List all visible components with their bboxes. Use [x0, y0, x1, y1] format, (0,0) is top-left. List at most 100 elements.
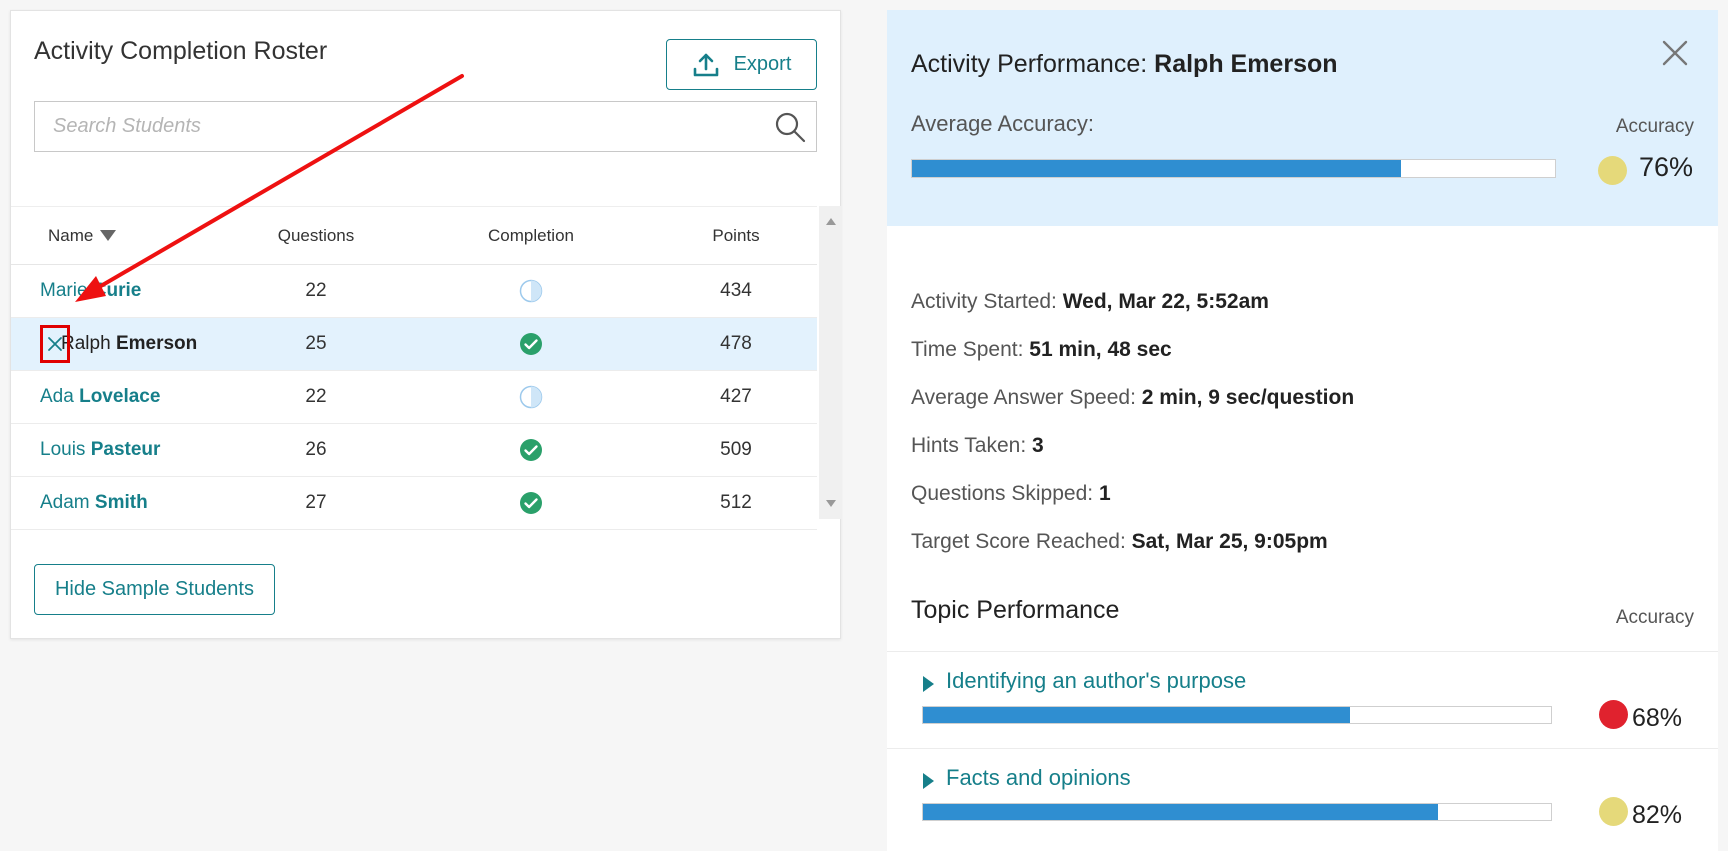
expand-triangle-icon[interactable]: [923, 773, 934, 789]
completion-column-header: Completion: [488, 225, 574, 245]
average-accuracy-bar: [911, 159, 1556, 178]
topic-accuracy-value: 82%: [1632, 801, 1683, 829]
student-first-name: Ralph: [61, 333, 111, 354]
completion-cell: [381, 438, 681, 462]
detail-label: Average Answer Speed:: [911, 386, 1142, 409]
topic-status-dot: [1599, 797, 1628, 826]
table-scrollbar[interactable]: [819, 206, 842, 519]
detail-label: Target Score Reached:: [911, 530, 1132, 553]
detail-value: 51 min, 48 sec: [1029, 338, 1172, 361]
roster-table: Name Questions Completion Points Marie C…: [11, 206, 817, 530]
average-accuracy-value: 76%: [1639, 152, 1694, 182]
detail-value: 3: [1032, 434, 1044, 457]
student-first-name: Marie: [40, 280, 88, 301]
activity-details: Activity Started: Wed, Mar 22, 5:52am Tim…: [911, 278, 1354, 566]
topic-name[interactable]: Identifying an author's purpose: [946, 668, 1247, 693]
half-circle-icon: [519, 385, 543, 409]
detail-label: Time Spent:: [911, 338, 1030, 361]
student-name[interactable]: Ralph Emerson: [11, 325, 251, 363]
topic-accuracy-bar: [922, 803, 1552, 821]
table-body: Marie Curie 22 434 Ralph Emerson 25 478 Ada Lo…: [11, 265, 817, 530]
questions-column-header: Questions: [277, 225, 355, 245]
table-row[interactable]: Adam Smith 27 512: [11, 477, 817, 530]
topic-accuracy-value: 68%: [1632, 704, 1683, 732]
accuracy-column-label: Accuracy: [1615, 116, 1694, 137]
search-box: [34, 101, 817, 152]
points-value: 509: [720, 439, 752, 460]
detail-line: Time Spent: 51 min, 48 sec: [911, 326, 1354, 374]
points-value: 478: [720, 333, 752, 354]
average-accuracy-fill: [912, 160, 1401, 177]
student-last-name: Pasteur: [90, 439, 161, 460]
check-circle-icon: [520, 333, 542, 355]
detail-line: Activity Started: Wed, Mar 22, 5:52am: [911, 278, 1354, 326]
export-button[interactable]: Export: [666, 39, 817, 90]
completion-cell: [381, 385, 681, 409]
close-icon[interactable]: [1661, 39, 1689, 67]
student-name[interactable]: Marie Curie: [11, 280, 251, 302]
table-row[interactable]: Ada Lovelace 22 427: [11, 371, 817, 424]
panel-student-name: Ralph Emerson: [1154, 50, 1338, 78]
topic-status-dot: [1599, 700, 1628, 729]
detail-value: Wed, Mar 22, 5:52am: [1062, 290, 1269, 313]
student-first-name: Ada: [40, 386, 74, 407]
detail-label: Hints Taken:: [911, 434, 1033, 457]
topic-accuracy-bar: [922, 706, 1552, 724]
hide-sample-students-button[interactable]: Hide Sample Students: [34, 564, 275, 615]
detail-line: Hints Taken: 3: [911, 422, 1354, 470]
scroll-up-icon[interactable]: [826, 218, 836, 225]
student-name[interactable]: Louis Pasteur: [11, 439, 251, 461]
name-header-label: Name: [48, 225, 94, 245]
detail-label: Questions Skipped:: [911, 482, 1099, 505]
completion-cell: [381, 279, 681, 303]
student-last-name: Emerson: [115, 333, 198, 354]
question-count: 25: [305, 333, 327, 354]
sort-down-icon[interactable]: [100, 230, 117, 241]
topic-row[interactable]: Identifying an author's purpose 68%: [887, 651, 1718, 748]
question-count: 27: [305, 492, 327, 513]
search-input[interactable]: [35, 102, 816, 151]
table-header: Name Questions Completion Points: [11, 206, 817, 265]
topic-accuracy-fill: [923, 707, 1351, 723]
topic-name[interactable]: Facts and opinions: [946, 765, 1131, 790]
topic-row[interactable]: Facts and opinions 82%: [887, 748, 1718, 845]
half-circle-icon: [519, 279, 543, 303]
question-count: 22: [305, 280, 327, 301]
check-circle-icon: [520, 492, 542, 514]
topic-accuracy-label: Accuracy: [1615, 607, 1694, 628]
table-row[interactable]: Marie Curie 22 434: [11, 265, 817, 318]
panel-title-prefix: Activity Performance:: [911, 50, 1155, 78]
detail-label: Activity Started:: [911, 290, 1063, 313]
student-name[interactable]: Adam Smith: [11, 492, 251, 514]
question-count: 26: [305, 439, 327, 460]
roster-title: Activity Completion Roster: [34, 37, 328, 65]
question-count: 22: [305, 386, 327, 407]
scroll-down-icon[interactable]: [826, 500, 836, 507]
table-row[interactable]: Ralph Emerson 25 478: [11, 318, 817, 371]
check-circle-icon: [520, 439, 542, 461]
student-first-name: Adam: [40, 492, 90, 513]
topic-accuracy-fill: [923, 804, 1438, 820]
student-first-name: Louis: [40, 439, 86, 460]
points-column-header: Points: [712, 225, 760, 245]
detail-line: Questions Skipped: 1: [911, 470, 1354, 518]
topic-performance-title: Topic Performance: [911, 596, 1120, 624]
deselect-close-icon[interactable]: [40, 325, 70, 363]
student-last-name: Lovelace: [79, 386, 161, 407]
name-column-header[interactable]: Name: [11, 226, 251, 246]
detail-value: 2 min, 9 sec/question: [1141, 386, 1355, 409]
panel-title: Activity Performance: Ralph Emerson: [911, 50, 1338, 79]
student-name[interactable]: Ada Lovelace: [11, 386, 251, 408]
export-label: Export: [733, 53, 792, 75]
accuracy-status-dot: [1598, 156, 1627, 185]
detail-line: Target Score Reached: Sat, Mar 25, 9:05p…: [911, 518, 1354, 566]
search-icon[interactable]: [774, 111, 806, 143]
detail-line: Average Answer Speed: 2 min, 9 sec/quest…: [911, 374, 1354, 422]
expand-triangle-icon[interactable]: [923, 676, 934, 692]
student-last-name: Curie: [92, 280, 142, 301]
table-row[interactable]: Louis Pasteur 26 509: [11, 424, 817, 477]
points-value: 512: [720, 492, 752, 513]
detail-value: 1: [1098, 482, 1111, 505]
completion-cell: [381, 332, 681, 356]
student-last-name: Smith: [94, 492, 148, 513]
